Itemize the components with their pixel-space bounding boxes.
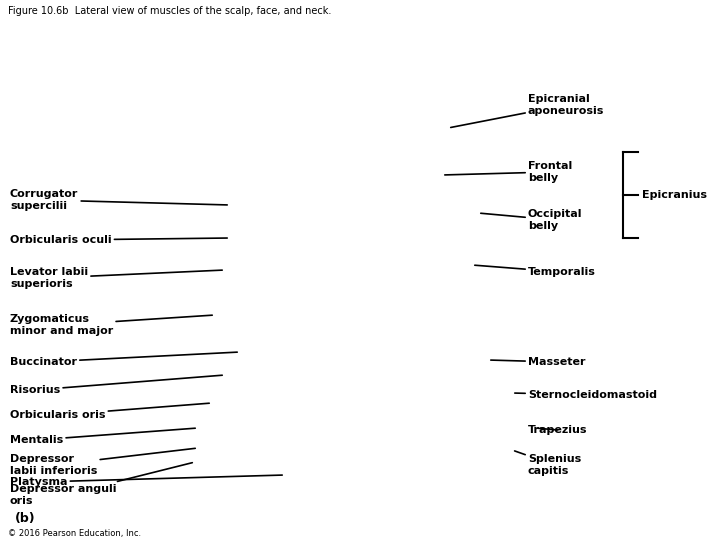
Text: Splenius
capitis: Splenius capitis [515,451,581,476]
Text: © 2016 Pearson Education, Inc.: © 2016 Pearson Education, Inc. [8,529,141,538]
Text: Temporalis: Temporalis [474,265,596,277]
Text: Depressor
labii inferioris: Depressor labii inferioris [10,448,195,476]
Text: Sternocleidomastoid: Sternocleidomastoid [515,390,657,400]
Text: Depressor anguli
oris: Depressor anguli oris [10,463,192,506]
Text: (b): (b) [15,512,35,525]
Text: Epicranius: Epicranius [642,190,707,200]
Text: Epicranial
aponeurosis: Epicranial aponeurosis [451,94,604,127]
Text: Zygomaticus
minor and major: Zygomaticus minor and major [10,314,212,336]
Text: Corrugator
supercilii: Corrugator supercilii [10,189,228,211]
Text: Frontal
belly: Frontal belly [445,161,572,183]
Text: Orbicularis oculi: Orbicularis oculi [10,235,228,245]
Text: Trapezius: Trapezius [528,425,588,435]
Text: Occipital
belly: Occipital belly [481,209,582,231]
Text: Mentalis: Mentalis [10,428,195,445]
Text: Risorius: Risorius [10,375,222,395]
Text: Levator labii
superioris: Levator labii superioris [10,267,222,289]
Text: Buccinator: Buccinator [10,352,237,367]
Text: Platysma: Platysma [10,475,282,487]
Text: Orbicularis oris: Orbicularis oris [10,403,210,420]
Text: Figure 10.6b  Lateral view of muscles of the scalp, face, and neck.: Figure 10.6b Lateral view of muscles of … [8,6,331,16]
Text: Masseter: Masseter [491,357,585,367]
